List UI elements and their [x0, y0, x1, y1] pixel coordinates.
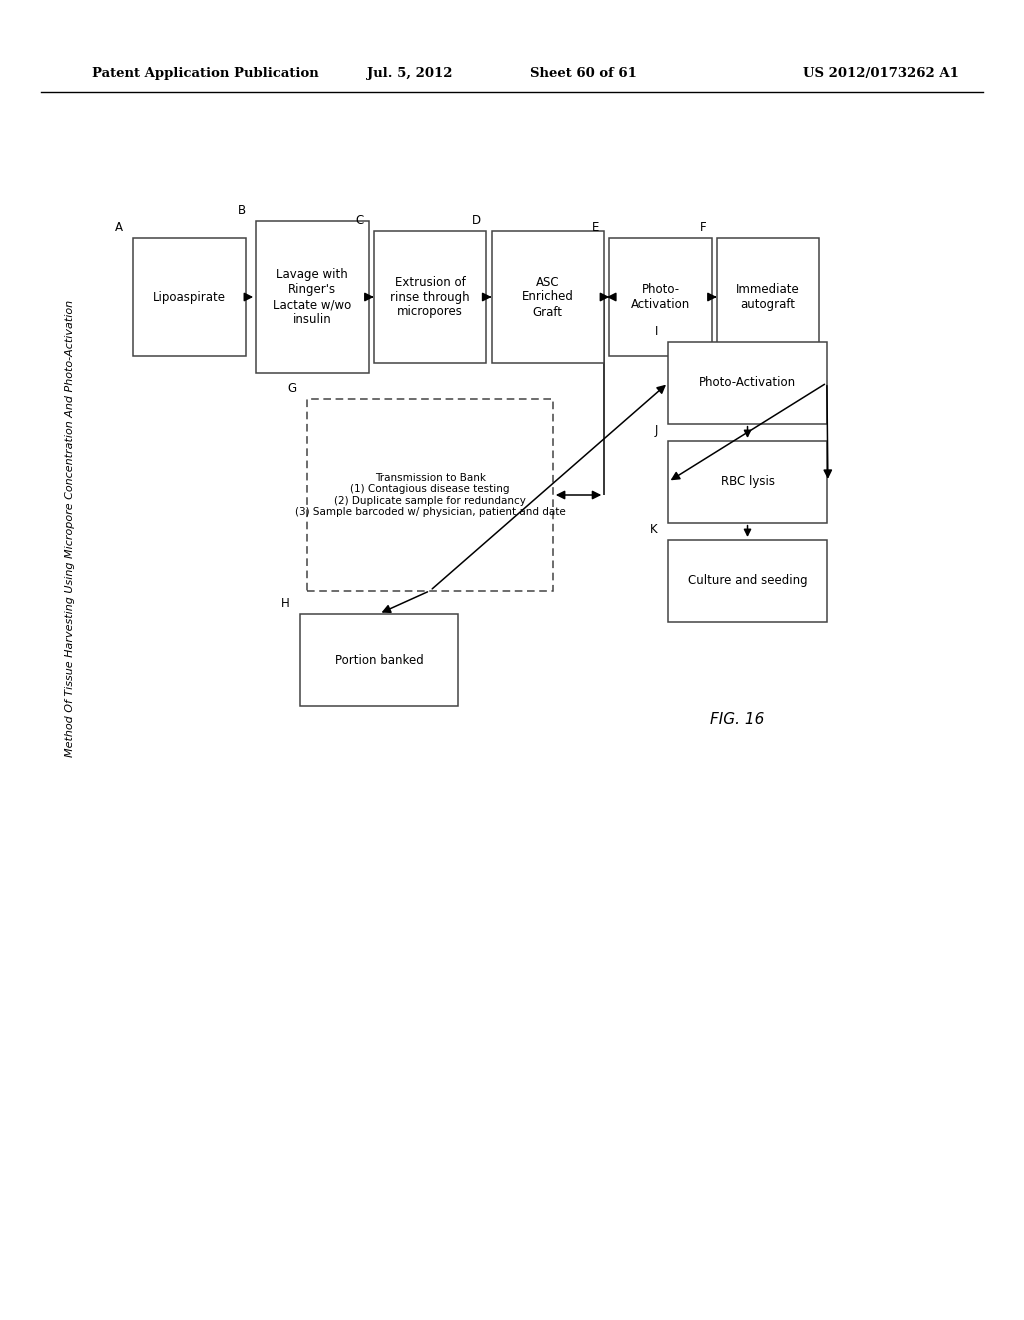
Text: G: G: [288, 383, 297, 396]
Text: Immediate
autograft: Immediate autograft: [736, 282, 800, 312]
Text: C: C: [355, 214, 364, 227]
Text: Lipoaspirate: Lipoaspirate: [153, 290, 226, 304]
Text: D: D: [472, 214, 481, 227]
Bar: [717, 238, 819, 356]
Text: Photo-Activation: Photo-Activation: [699, 376, 796, 389]
Text: Jul. 5, 2012: Jul. 5, 2012: [367, 67, 453, 81]
Text: Culture and seeding: Culture and seeding: [688, 574, 807, 587]
Bar: [299, 614, 459, 706]
Bar: [307, 399, 553, 591]
Bar: [492, 231, 604, 363]
Text: Sheet 60 of 61: Sheet 60 of 61: [530, 67, 637, 81]
Text: Photo-
Activation: Photo- Activation: [631, 282, 690, 312]
Text: B: B: [238, 205, 246, 216]
Text: RBC lysis: RBC lysis: [721, 475, 774, 488]
Text: FIG. 16: FIG. 16: [710, 711, 765, 727]
Text: Extrusion of
rinse through
micropores: Extrusion of rinse through micropores: [390, 276, 470, 318]
Text: K: K: [650, 523, 657, 536]
Bar: [668, 342, 827, 424]
Text: US 2012/0173262 A1: US 2012/0173262 A1: [803, 67, 958, 81]
Bar: [668, 441, 827, 523]
Text: ASC
Enriched
Graft: ASC Enriched Graft: [522, 276, 573, 318]
Bar: [609, 238, 712, 356]
Text: Lavage with
Ringer's
Lactate w/wo
insulin: Lavage with Ringer's Lactate w/wo insuli…: [273, 268, 351, 326]
Text: I: I: [654, 325, 657, 338]
Text: Method Of Tissue Harvesting Using Micropore Concentration And Photo-Activation: Method Of Tissue Harvesting Using Microp…: [65, 300, 75, 756]
Text: Portion banked: Portion banked: [335, 653, 423, 667]
Text: A: A: [115, 220, 123, 234]
Text: J: J: [654, 424, 657, 437]
Text: E: E: [592, 220, 599, 234]
Text: Patent Application Publication: Patent Application Publication: [92, 67, 318, 81]
Bar: [256, 220, 369, 372]
Text: H: H: [281, 597, 289, 610]
Bar: [668, 540, 827, 622]
Bar: [374, 231, 486, 363]
Bar: [133, 238, 246, 356]
Text: F: F: [700, 220, 707, 234]
Text: Transmission to Bank
(1) Contagious disease testing
(2) Duplicate sample for red: Transmission to Bank (1) Contagious dise…: [295, 473, 565, 517]
